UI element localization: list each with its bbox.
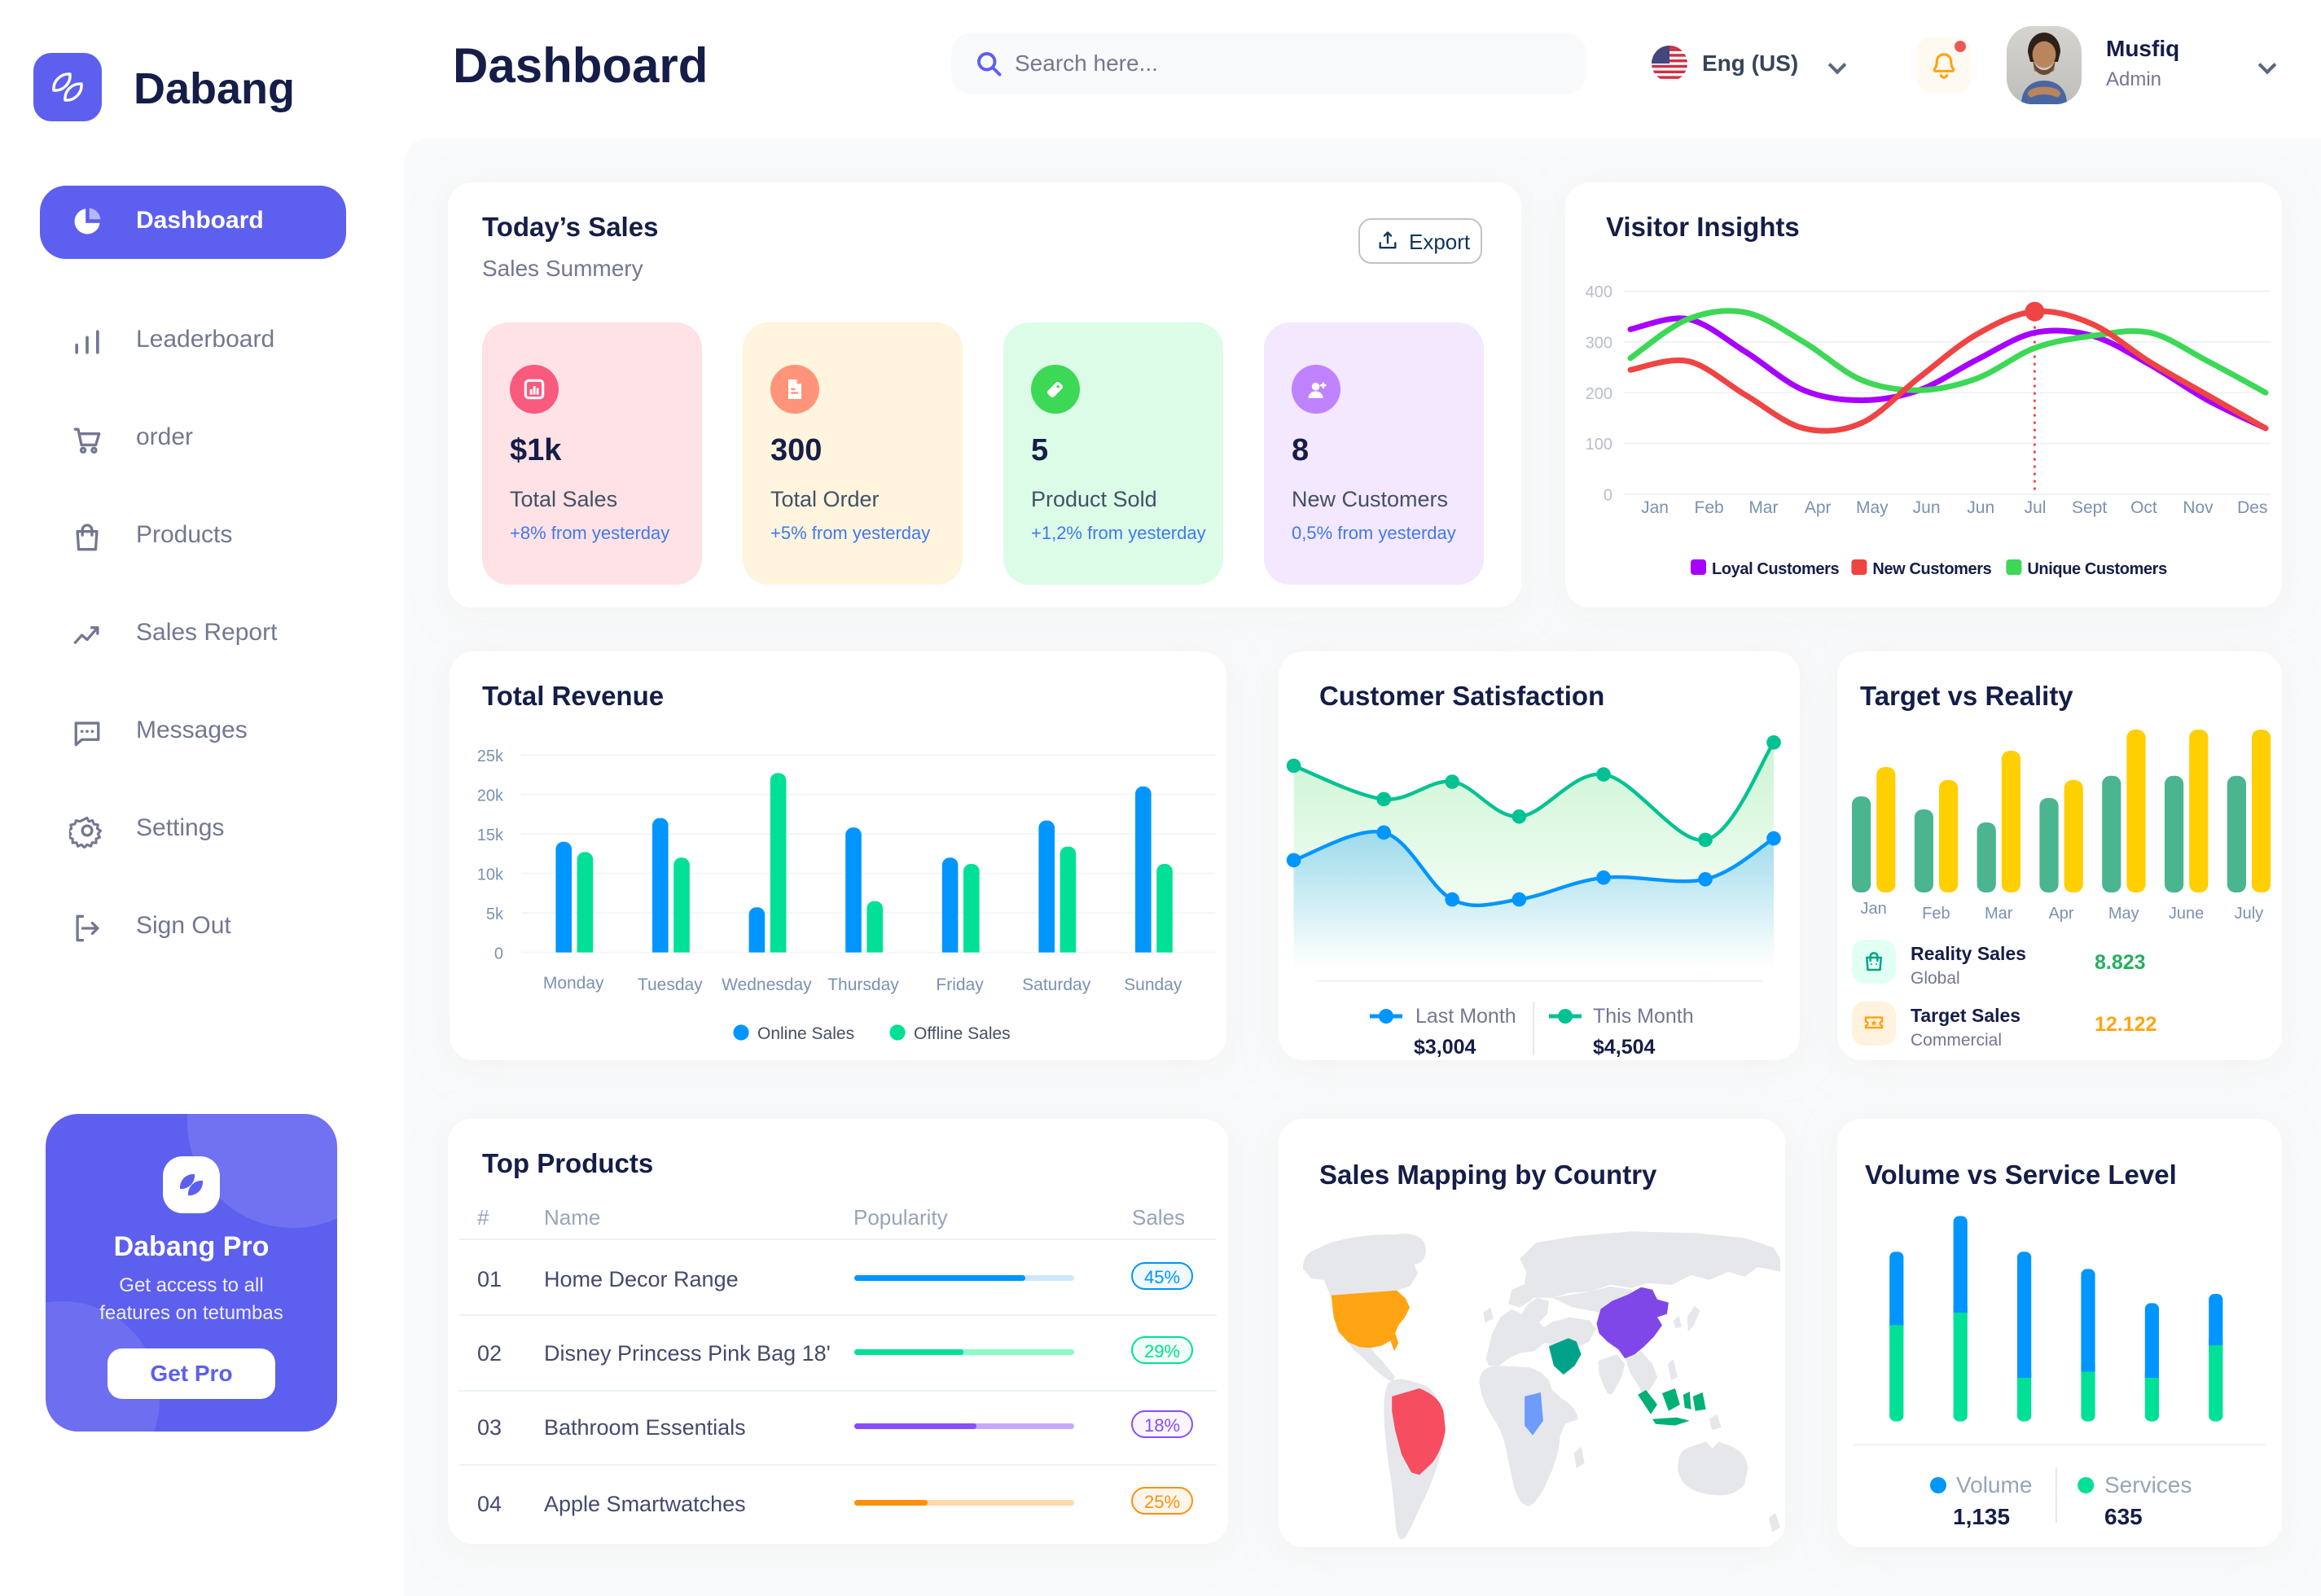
svg-text:300: 300 (1586, 334, 1612, 352)
svg-text:Sept: Sept (2072, 498, 2107, 517)
svg-text:Apr: Apr (2048, 905, 2073, 923)
svg-text:Oct: Oct (2130, 498, 2157, 517)
svg-text:May: May (1856, 498, 1889, 517)
svg-text:Nov: Nov (2183, 498, 2214, 517)
svg-text:25k: 25k (477, 748, 504, 765)
svg-text:100: 100 (1586, 436, 1612, 454)
svg-text:Jun: Jun (1967, 498, 1994, 517)
svg-text:Jan: Jan (1860, 900, 1886, 918)
svg-text:400: 400 (1586, 283, 1612, 301)
svg-text:Mar: Mar (1985, 905, 2013, 923)
svg-text:May: May (2108, 905, 2139, 923)
svg-text:Services: Services (2104, 1472, 2192, 1497)
svg-text:Jun: Jun (1913, 498, 1941, 517)
svg-text:20k: 20k (477, 787, 504, 805)
svg-text:Saturday: Saturday (1022, 976, 1091, 994)
svg-text:Online Sales: Online Sales (757, 1024, 854, 1043)
svg-text:Des: Des (2237, 498, 2267, 517)
svg-text:Monday: Monday (543, 974, 604, 993)
svg-text:15k: 15k (477, 826, 504, 844)
svg-text:New Customers: New Customers (1872, 560, 1991, 578)
svg-text:Loyal Customers: Loyal Customers (1712, 560, 1840, 578)
svg-text:Mar: Mar (1748, 498, 1778, 517)
svg-text:$3,004: $3,004 (1414, 1036, 1476, 1059)
svg-text:0: 0 (494, 945, 503, 963)
svg-text:5k: 5k (486, 905, 504, 923)
svg-text:Sunday: Sunday (1124, 976, 1182, 994)
svg-text:Wednesday: Wednesday (722, 976, 812, 994)
svg-text:Jan: Jan (1641, 498, 1669, 517)
svg-text:June: June (2169, 905, 2204, 923)
svg-text:10k: 10k (477, 866, 504, 884)
svg-text:1,135: 1,135 (1953, 1504, 2010, 1529)
svg-text:$4,504: $4,504 (1593, 1036, 1656, 1059)
svg-text:Apr: Apr (1805, 498, 1832, 517)
svg-text:Volume: Volume (1956, 1472, 2032, 1497)
svg-text:Last Month: Last Month (1415, 1005, 1516, 1028)
svg-text:Unique Customers: Unique Customers (2027, 560, 2167, 578)
svg-text:635: 635 (2104, 1504, 2143, 1529)
svg-text:Tuesday: Tuesday (638, 976, 703, 994)
svg-text:Feb: Feb (1922, 905, 1950, 923)
svg-text:Jul: Jul (2025, 498, 2047, 517)
svg-text:Offline Sales: Offline Sales (914, 1024, 1011, 1043)
svg-text:Feb: Feb (1695, 498, 1724, 517)
svg-text:200: 200 (1586, 385, 1612, 403)
svg-text:0: 0 (1604, 487, 1612, 505)
svg-text:Friday: Friday (936, 976, 984, 994)
svg-text:This Month: This Month (1593, 1005, 1694, 1028)
svg-text:July: July (2235, 905, 2264, 923)
svg-text:Thursday: Thursday (827, 976, 899, 994)
